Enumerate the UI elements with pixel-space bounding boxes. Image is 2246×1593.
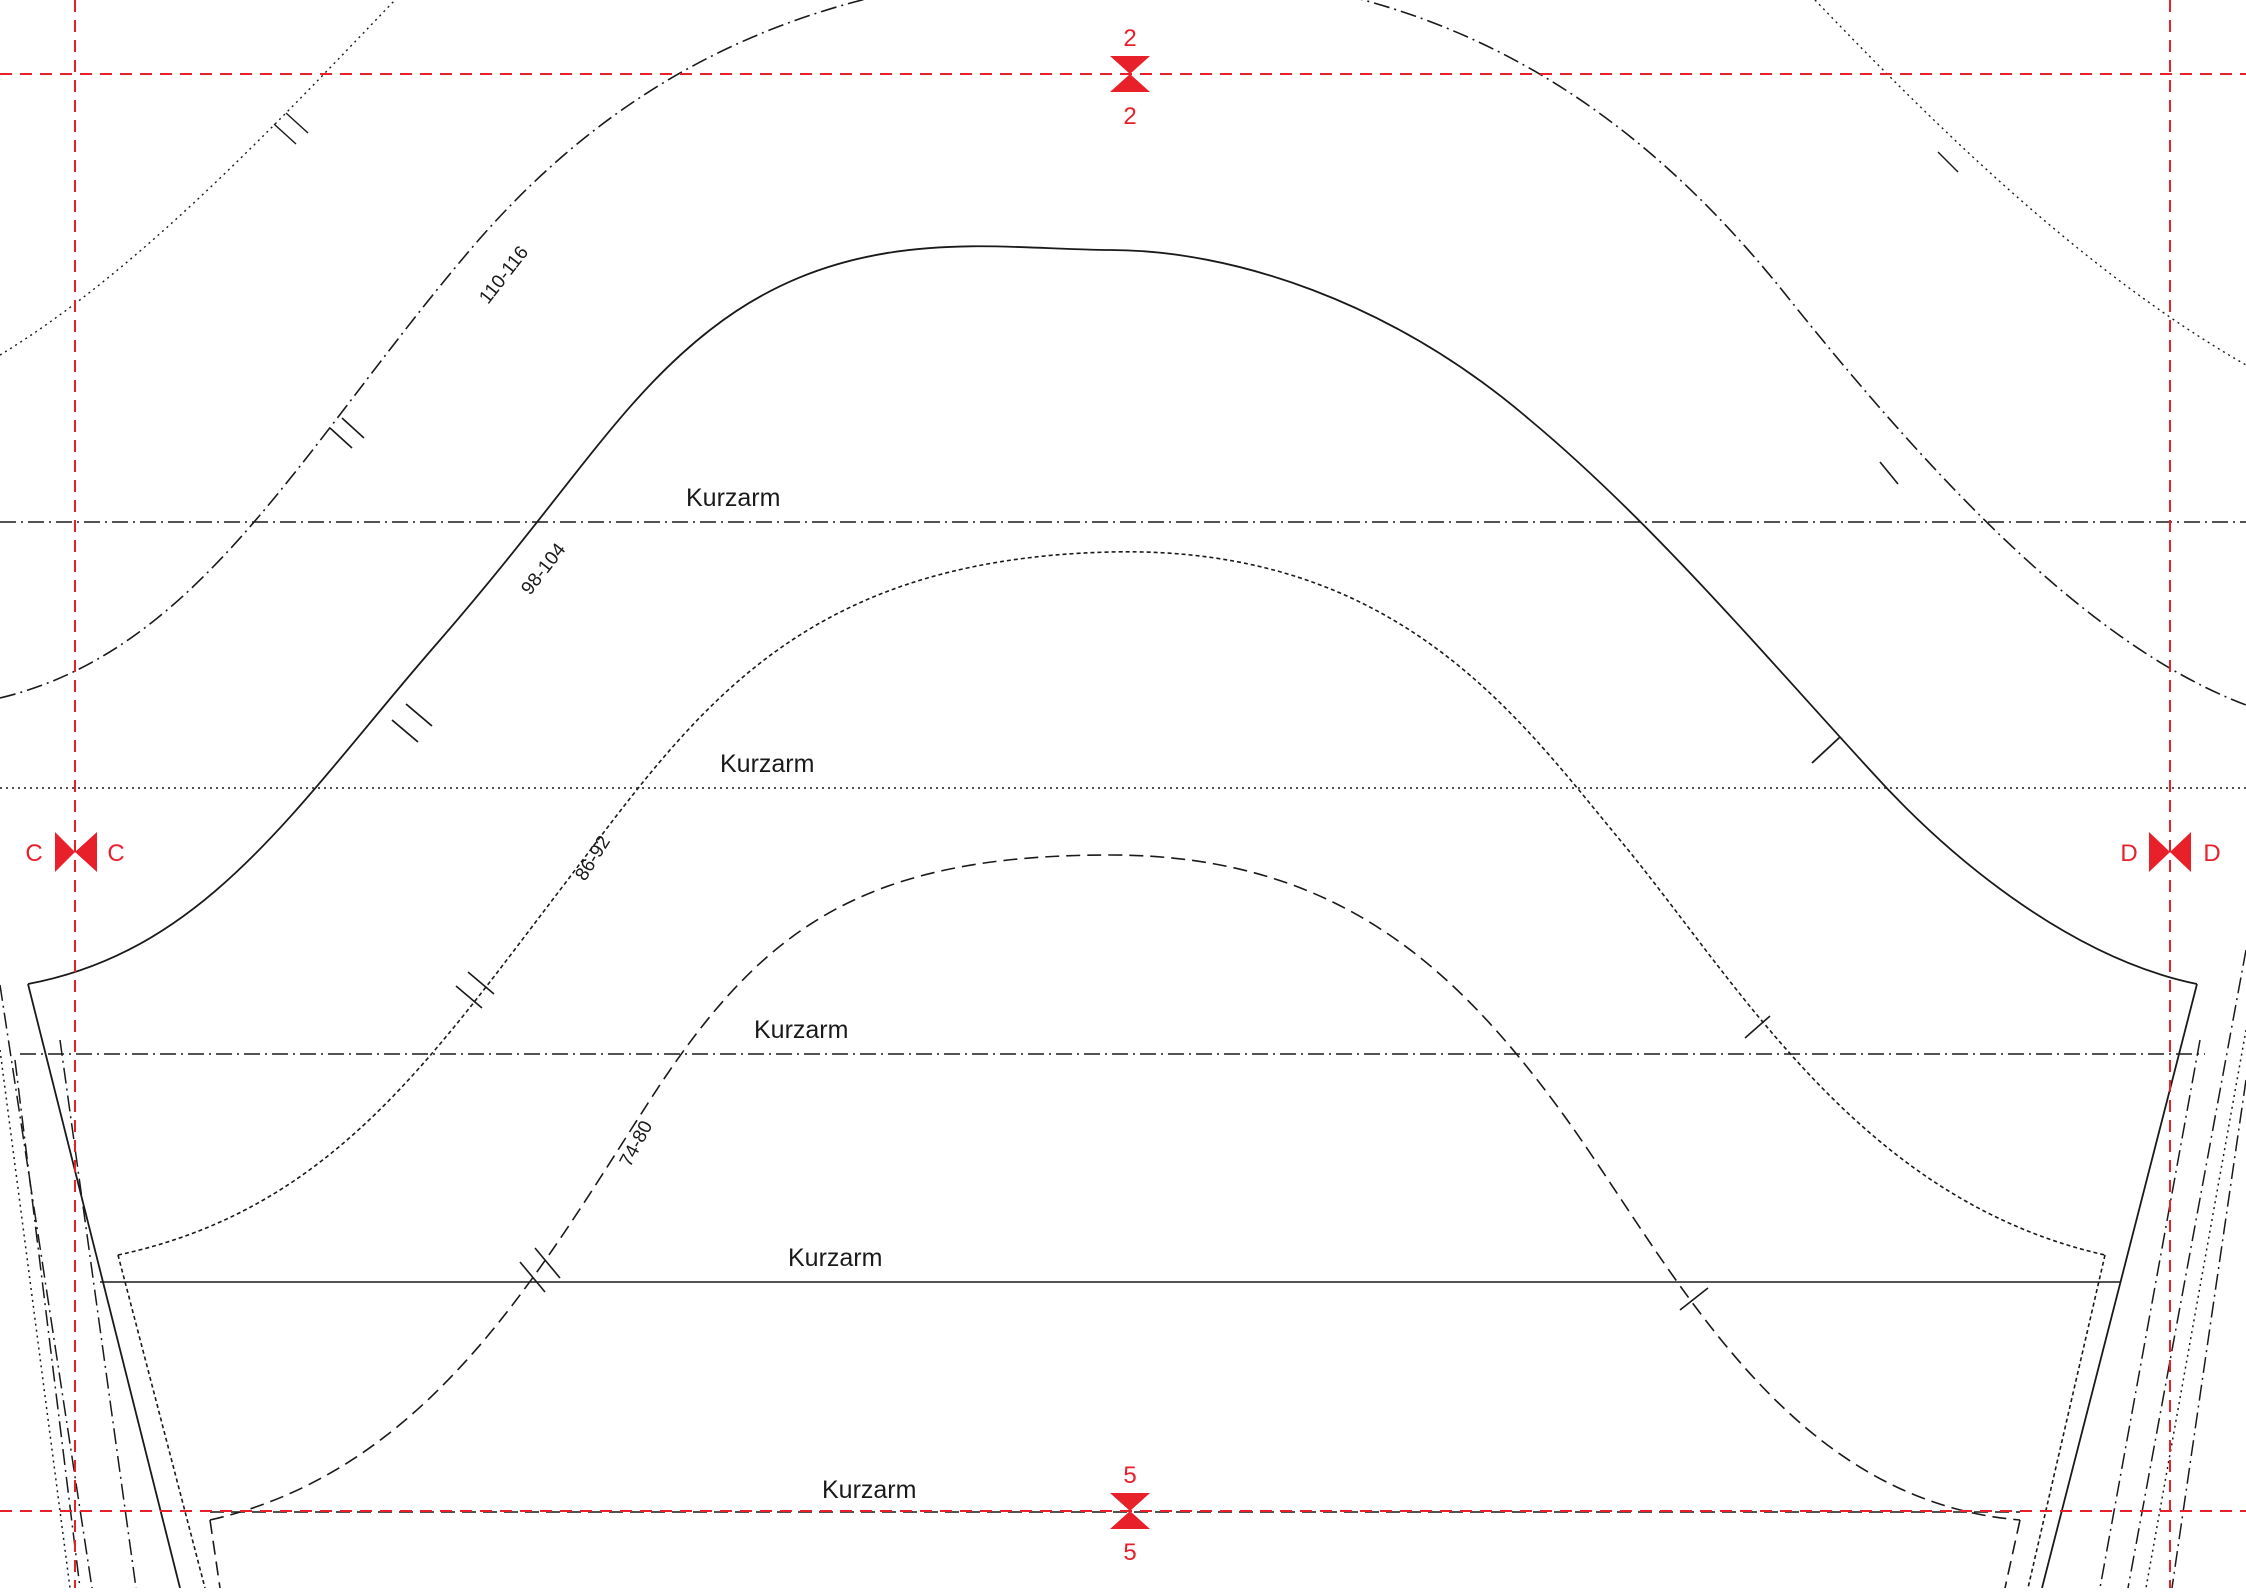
- short-sleeve-label-4: Kurzarm: [788, 1244, 882, 1272]
- sleeve-outline-86-92: [118, 552, 2105, 1588]
- short-sleeve-label-1: Kurzarm: [686, 484, 780, 512]
- marker-top-lower: 2: [1123, 103, 1136, 130]
- short-sleeve-label-5: Kurzarm: [822, 1476, 916, 1504]
- size-label-98-104: 98-104: [517, 539, 570, 599]
- marker-top-upper: 2: [1123, 25, 1136, 52]
- marker-right-b: D: [2203, 840, 2220, 867]
- short-sleeve-label-3: Kurzarm: [754, 1016, 848, 1044]
- marker-left-b: C: [107, 840, 124, 867]
- sleeve-outline-outer-dotted: [0, 0, 2246, 365]
- short-sleeve-lines: [0, 522, 2246, 1512]
- sleeve-outline-74-80: [210, 855, 2020, 1588]
- marker-bottom-upper: 5: [1123, 1462, 1136, 1489]
- notches-outer: [274, 113, 1958, 172]
- notches-98-104: [392, 704, 1840, 763]
- notches-110-116: [330, 418, 1898, 484]
- side-seams-right: [2100, 950, 2246, 1588]
- marker-left-a: C: [25, 840, 42, 867]
- marker-bottom-lower: 5: [1123, 1539, 1136, 1566]
- size-label-86-92: 86-92: [571, 832, 615, 884]
- notches-74-80: [520, 1248, 1708, 1310]
- notches-86-92: [456, 972, 1770, 1038]
- marker-right-a: D: [2120, 840, 2137, 867]
- side-seams-left: [0, 985, 136, 1588]
- size-label-110-116: 110-116: [475, 242, 533, 308]
- sleeve-outline-98-104: [28, 246, 2197, 1588]
- short-sleeve-label-2: Kurzarm: [720, 750, 814, 778]
